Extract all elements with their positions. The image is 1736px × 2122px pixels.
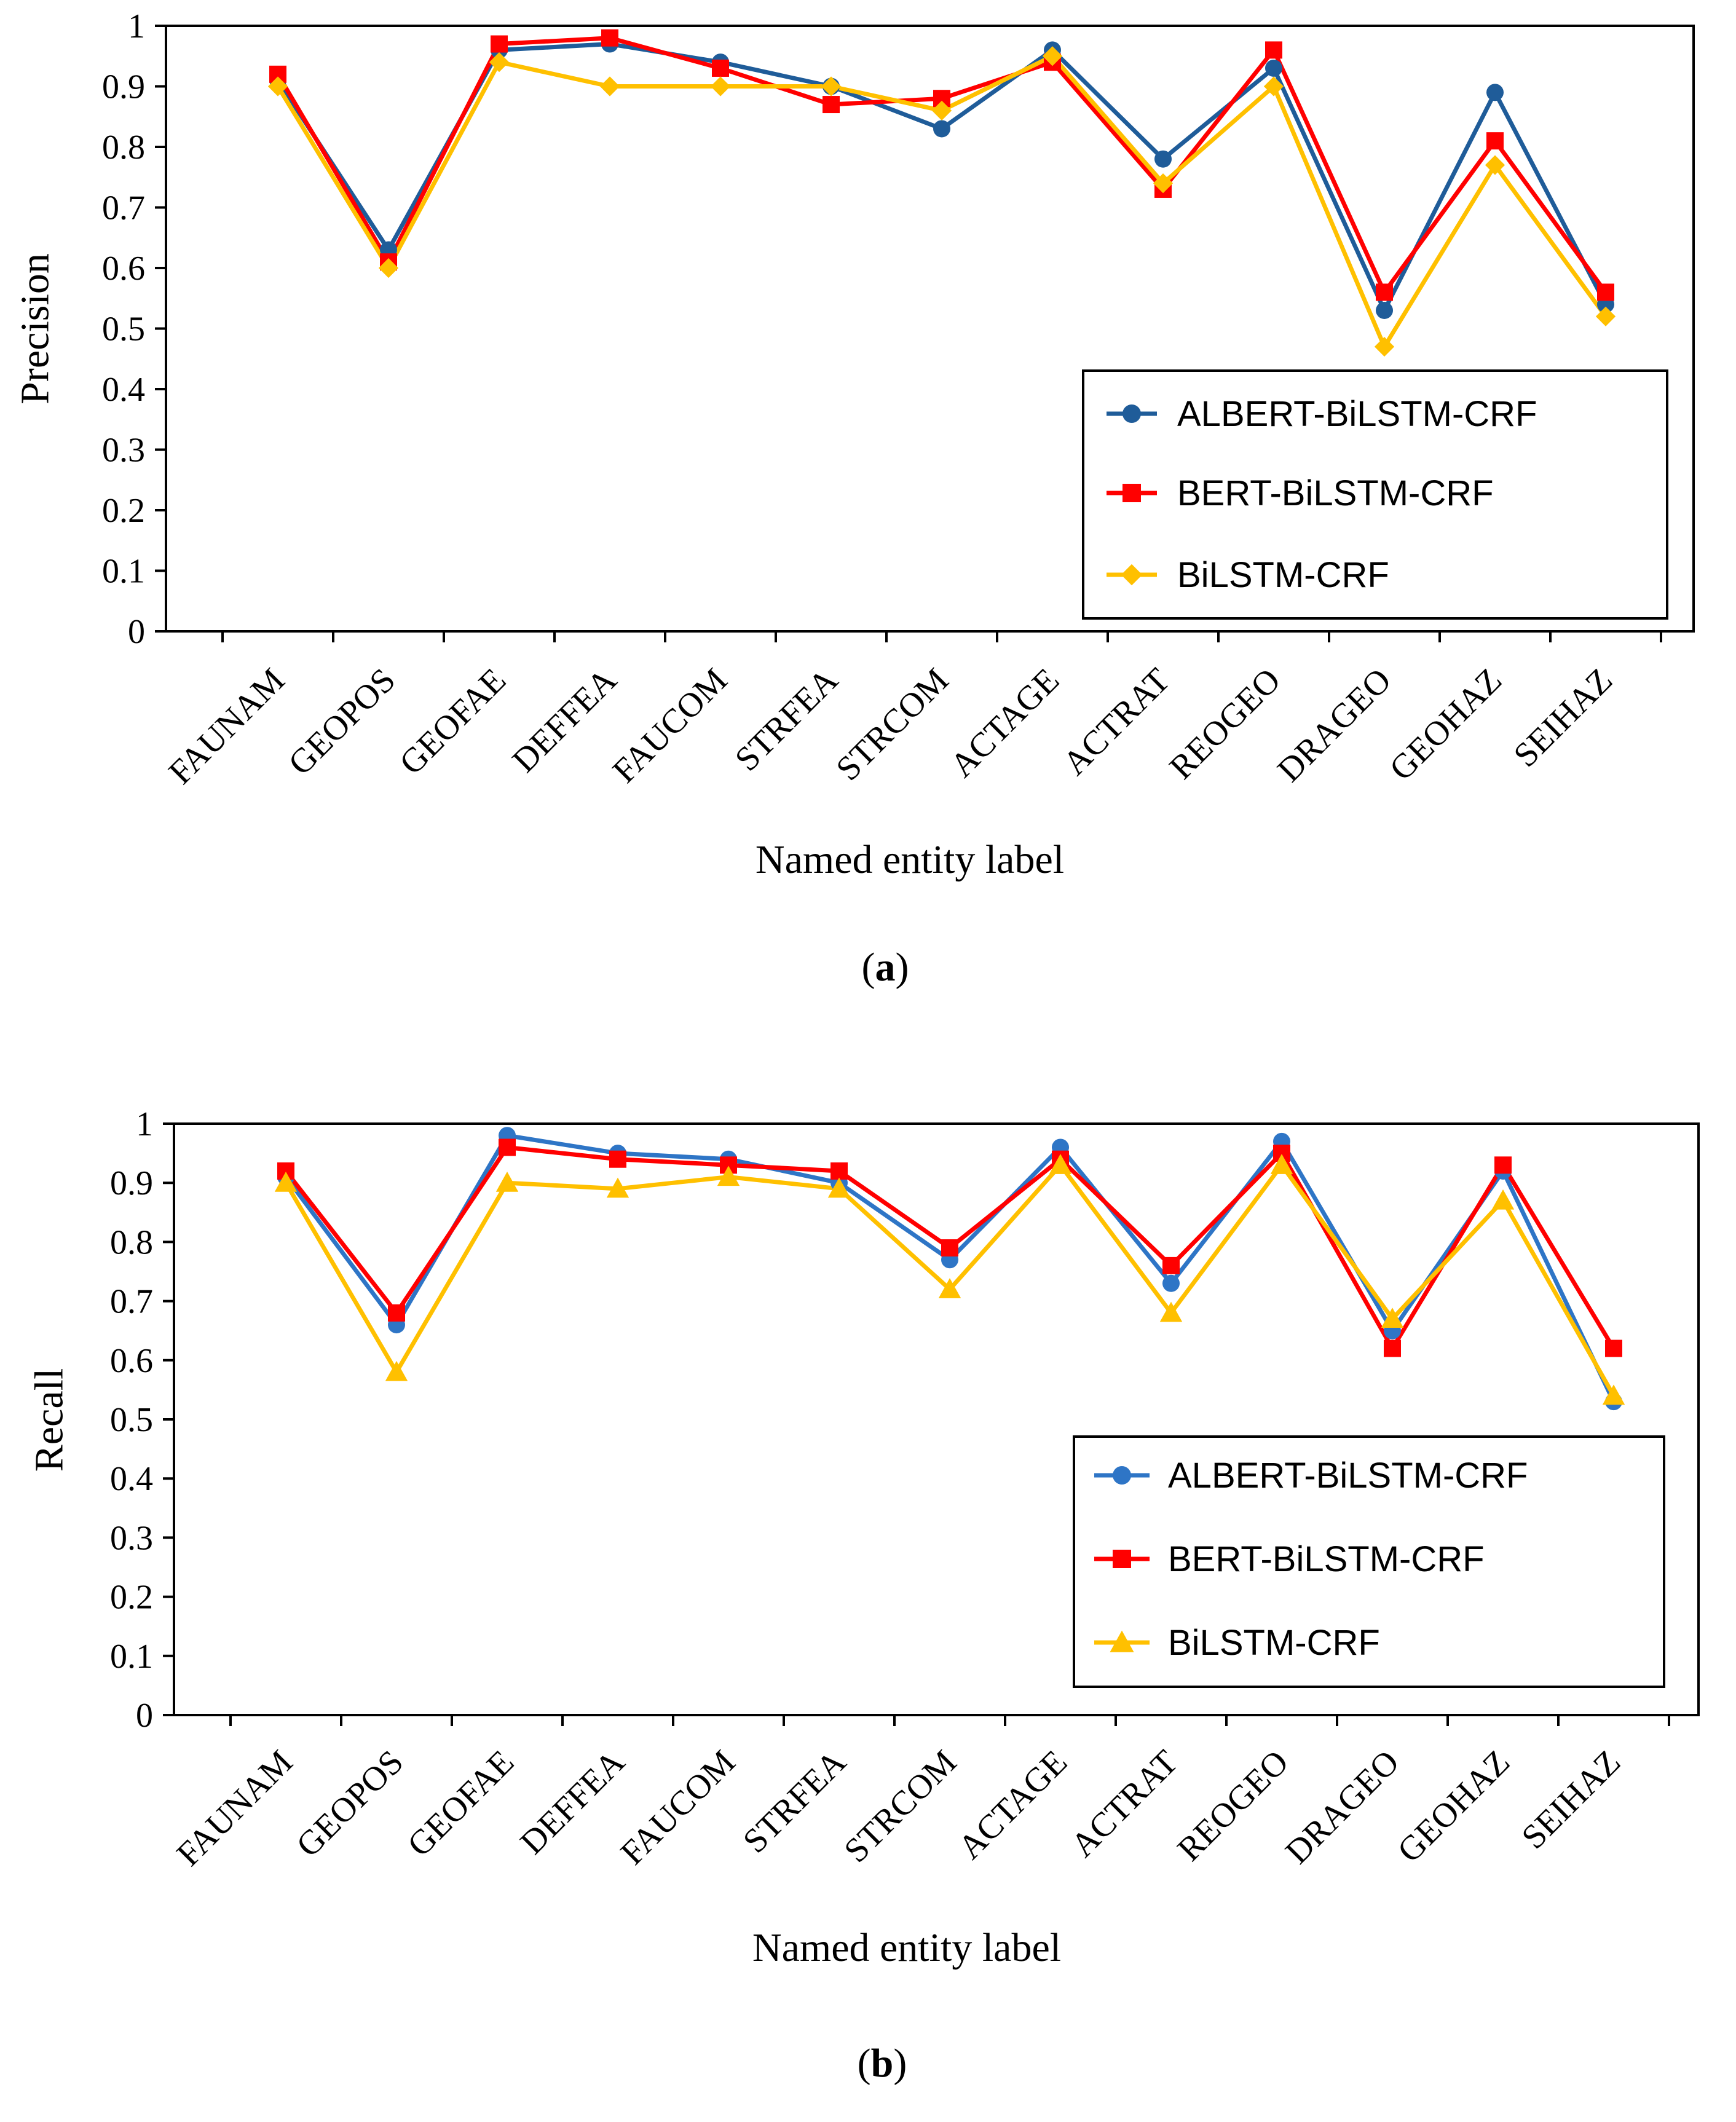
y-tick-label: 0.3 xyxy=(110,1519,153,1557)
data-point-albert-bilstm-crf-drageo xyxy=(1376,301,1393,319)
data-point-bilstm-crf-strcom xyxy=(938,1278,961,1298)
panel-label: (b) xyxy=(858,2041,907,2086)
legend-marker xyxy=(1121,564,1143,586)
data-point-bilstm-crf-geohaz xyxy=(1491,1189,1515,1210)
data-point-albert-bilstm-crf-actrat xyxy=(1154,150,1172,168)
data-point-albert-bilstm-crf-reogeo xyxy=(1265,59,1282,77)
y-tick-label: 0.7 xyxy=(110,1283,153,1321)
data-point-bilstm-crf-strcom xyxy=(931,100,952,120)
y-tick-label: 0.9 xyxy=(110,1164,153,1202)
data-point-albert-bilstm-crf-actrat xyxy=(1162,1274,1180,1292)
legend-marker xyxy=(1110,1630,1134,1652)
data-point-bert-bilstm-crf-geohaz xyxy=(1486,132,1504,150)
data-point-bert-bilstm-crf-seihaz xyxy=(1605,1339,1622,1357)
data-point-bilstm-crf-faucom xyxy=(710,76,731,97)
x-axis-title: Named entity label xyxy=(752,1925,1061,1970)
y-axis-title: Precision xyxy=(13,253,58,404)
data-point-bilstm-crf-geofae xyxy=(495,1172,519,1192)
legend xyxy=(1073,1435,1665,1688)
legend-label: BERT-BiLSTM-CRF xyxy=(1168,1539,1485,1579)
y-tick-label: 0.2 xyxy=(110,1579,153,1617)
data-point-bert-bilstm-crf-faucom xyxy=(712,59,729,77)
legend-marker xyxy=(1122,404,1141,423)
data-point-albert-bilstm-crf-strcom xyxy=(933,120,950,138)
data-point-bilstm-crf-reogeo xyxy=(1270,1154,1293,1174)
data-point-bilstm-crf-actrat xyxy=(1159,1301,1183,1322)
y-tick-label: 0 xyxy=(128,613,145,651)
data-point-bilstm-crf-deffea xyxy=(606,1177,629,1198)
legend-label: BERT-BiLSTM-CRF xyxy=(1177,473,1494,513)
y-tick-label: 0.1 xyxy=(110,1638,153,1676)
data-point-bilstm-crf-reogeo xyxy=(1263,76,1284,97)
y-tick-label: 0.3 xyxy=(102,432,145,470)
data-point-bilstm-crf-actage xyxy=(1049,1154,1072,1174)
data-point-bert-bilstm-crf-geopos xyxy=(388,1304,405,1322)
y-tick-label: 0.4 xyxy=(110,1460,153,1498)
y-tick-label: 0.2 xyxy=(102,492,145,530)
y-tick-label: 0.8 xyxy=(102,128,145,167)
y-tick-label: 0.5 xyxy=(110,1401,153,1439)
panel-label: (a) xyxy=(862,945,909,990)
data-point-bert-bilstm-crf-reogeo xyxy=(1265,41,1282,59)
data-point-bilstm-crf-actrat xyxy=(1153,173,1174,194)
legend-label: ALBERT-BiLSTM-CRF xyxy=(1177,394,1537,434)
legend-marker xyxy=(1113,1550,1131,1568)
data-point-bilstm-crf-geohaz xyxy=(1485,155,1505,175)
data-point-bilstm-crf-drageo xyxy=(1374,336,1395,357)
data-point-bert-bilstm-crf-actrat xyxy=(1162,1256,1180,1274)
data-point-bert-bilstm-crf-strcom xyxy=(941,1239,958,1257)
y-tick-label: 0.6 xyxy=(102,250,145,288)
data-point-bilstm-crf-geofae xyxy=(489,52,510,73)
data-point-bert-bilstm-crf-deffea xyxy=(601,29,618,47)
legend-marker xyxy=(1113,1466,1131,1485)
data-point-bert-bilstm-crf-drageo xyxy=(1384,1339,1401,1357)
data-point-bert-bilstm-crf-deffea xyxy=(609,1150,626,1168)
data-point-bilstm-crf-seihaz xyxy=(1602,1384,1625,1405)
legend-label: BiLSTM-CRF xyxy=(1168,1623,1380,1663)
data-point-bert-bilstm-crf-drageo xyxy=(1376,283,1393,301)
y-tick-label: 0.4 xyxy=(102,371,145,409)
y-tick-label: 1 xyxy=(136,1105,153,1143)
y-tick-label: 1 xyxy=(128,7,145,45)
data-point-bert-bilstm-crf-strfea xyxy=(831,1162,848,1180)
data-point-albert-bilstm-crf-geohaz xyxy=(1486,84,1504,101)
data-point-bilstm-crf-geopos xyxy=(378,258,399,278)
data-point-bert-bilstm-crf-geofae xyxy=(491,35,508,53)
data-point-bilstm-crf-faunam xyxy=(274,1172,298,1192)
data-point-bilstm-crf-strfea xyxy=(827,1177,851,1198)
data-point-bert-bilstm-crf-geofae xyxy=(499,1138,516,1156)
data-point-bilstm-crf-drageo xyxy=(1381,1308,1404,1328)
y-tick-label: 0.1 xyxy=(102,553,145,591)
legend-marker xyxy=(1122,484,1141,502)
y-tick-label: 0.7 xyxy=(102,189,145,227)
y-tick-label: 0.5 xyxy=(102,310,145,349)
data-point-bilstm-crf-actage xyxy=(1042,46,1063,66)
data-point-bert-bilstm-crf-seihaz xyxy=(1597,283,1614,301)
data-point-bilstm-crf-deffea xyxy=(599,76,620,97)
legend-label: ALBERT-BiLSTM-CRF xyxy=(1168,1456,1528,1496)
x-axis-title: Named entity label xyxy=(756,837,1064,882)
y-tick-label: 0.8 xyxy=(110,1223,153,1261)
data-point-bilstm-crf-geopos xyxy=(385,1360,408,1381)
y-tick-label: 0 xyxy=(136,1697,153,1735)
data-point-bert-bilstm-crf-strfea xyxy=(823,96,840,114)
y-tick-label: 0.9 xyxy=(102,68,145,106)
y-axis-title: Recall xyxy=(27,1368,72,1472)
data-point-bilstm-crf-faucom xyxy=(717,1166,740,1186)
legend xyxy=(1082,369,1668,620)
legend-label: BiLSTM-CRF xyxy=(1177,555,1389,595)
data-point-bilstm-crf-strfea xyxy=(821,76,842,97)
panel-label-letter: a xyxy=(875,945,896,990)
data-point-bilstm-crf-seihaz xyxy=(1595,306,1616,326)
y-tick-label: 0.6 xyxy=(110,1342,153,1380)
data-point-bilstm-crf-faunam xyxy=(267,76,288,97)
panel-label-letter: b xyxy=(871,2041,894,2086)
data-point-bert-bilstm-crf-geohaz xyxy=(1494,1156,1512,1174)
